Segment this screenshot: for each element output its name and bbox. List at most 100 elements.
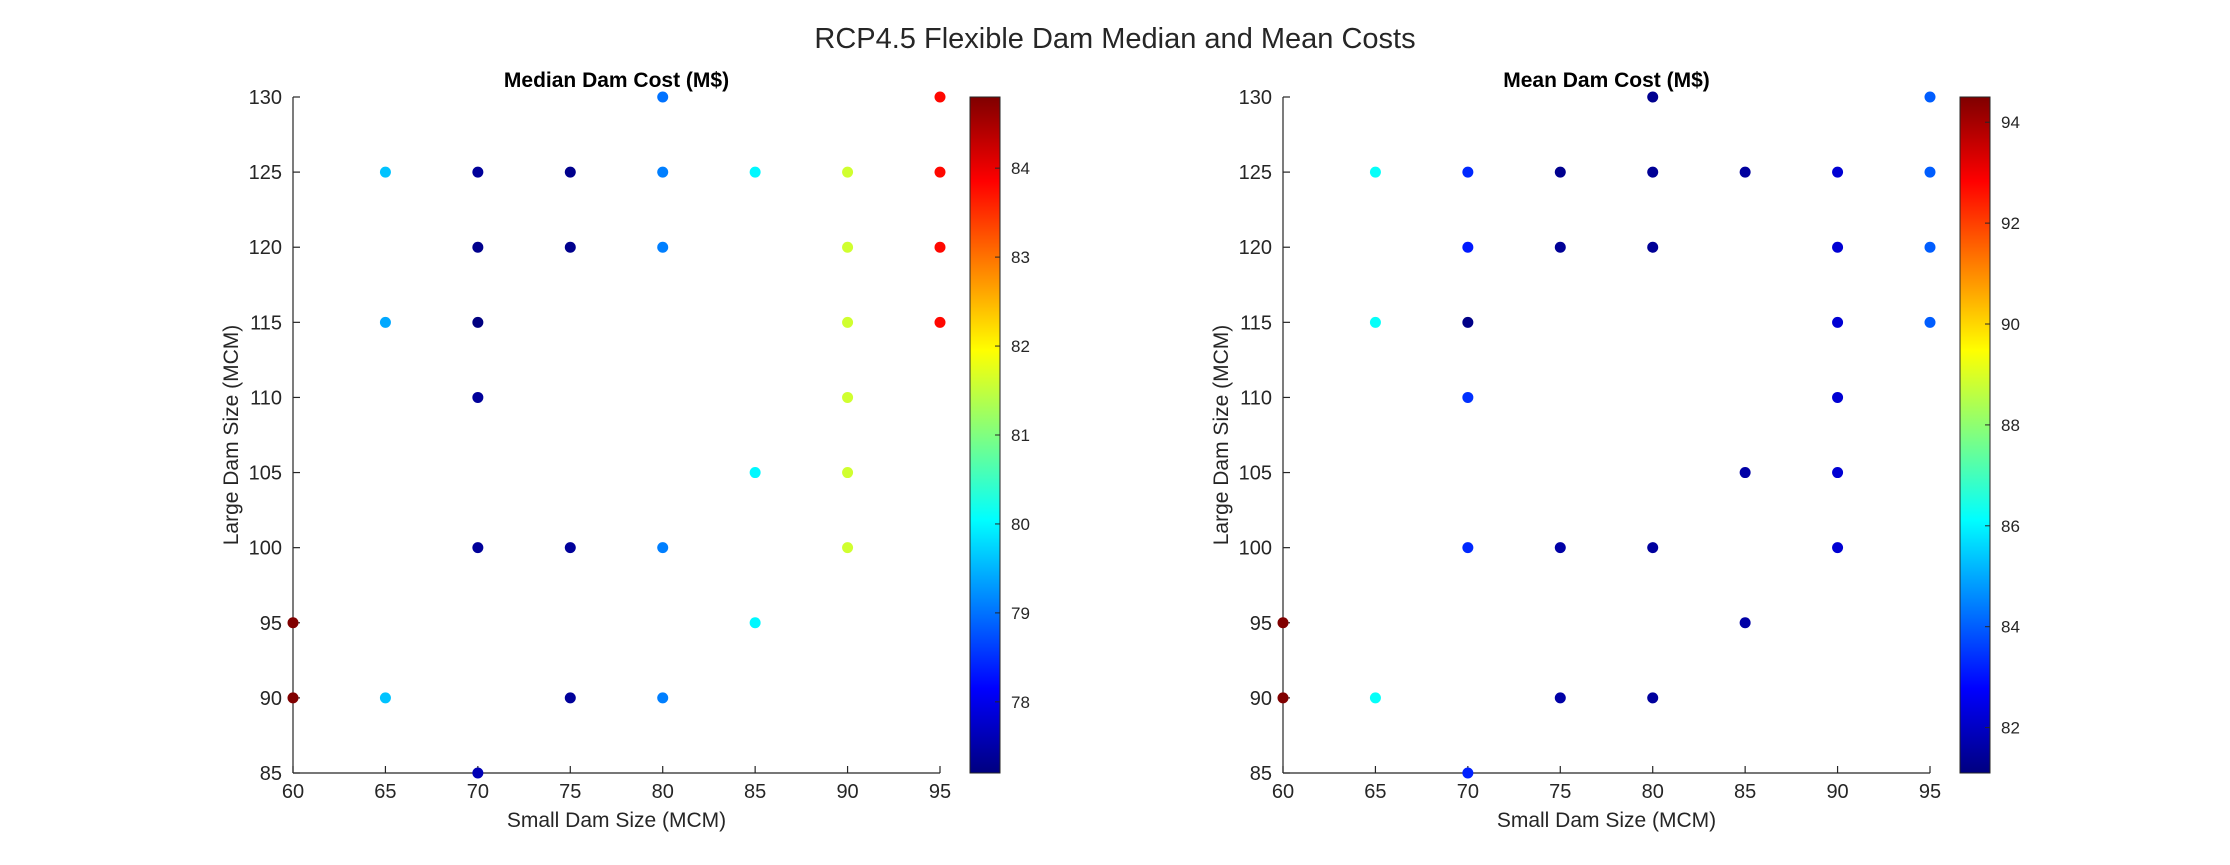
y-tick-label: 95 bbox=[1250, 613, 1272, 635]
y-tick-label: 110 bbox=[1240, 387, 1272, 409]
x-tick-label: 65 bbox=[374, 781, 396, 803]
colorbar-tick-label: 90 bbox=[2001, 315, 2020, 334]
y-tick-label: 125 bbox=[249, 162, 282, 184]
scatter-point bbox=[842, 391, 854, 403]
x-tick-label: 70 bbox=[467, 781, 489, 803]
scatter-point bbox=[657, 241, 669, 253]
scatter-point bbox=[842, 467, 854, 479]
scatter-point bbox=[1924, 166, 1936, 178]
scatter-point bbox=[1832, 241, 1844, 253]
colorbar-tick-label: 78 bbox=[1011, 693, 1030, 712]
scatter-point bbox=[379, 166, 391, 178]
scatter-point bbox=[1277, 617, 1289, 629]
colorbar-tick-label: 82 bbox=[2001, 719, 2020, 738]
scatter-point bbox=[934, 241, 946, 253]
scatter-point bbox=[934, 91, 946, 103]
scatter-point bbox=[1647, 91, 1659, 103]
figure-title: RCP4.5 Flexible Dam Median and Mean Cost… bbox=[814, 23, 1415, 55]
y-tick-label: 115 bbox=[250, 312, 282, 334]
y-tick-label: 90 bbox=[260, 688, 282, 710]
x-tick-label: 70 bbox=[1457, 781, 1479, 803]
scatter-point bbox=[1739, 467, 1751, 479]
scatter-point bbox=[379, 692, 391, 704]
y-tick-label: 105 bbox=[1239, 463, 1272, 485]
chart-panel-2: Mean Dam Cost (M$) 60 65 70 75 80 85 90 95 85 90 95… bbox=[1210, 69, 2020, 832]
scatter-point bbox=[564, 692, 576, 704]
scatter-point bbox=[657, 91, 669, 103]
scatter-point bbox=[657, 166, 669, 178]
scatter-point bbox=[1832, 467, 1844, 479]
y-tick-label: 120 bbox=[249, 237, 282, 259]
colorbar-tick-label: 88 bbox=[2001, 416, 2020, 435]
scatter-point bbox=[1832, 391, 1844, 403]
scatter-point bbox=[564, 166, 576, 178]
y-axis-label: Large Dam Size (MCM) bbox=[1210, 325, 1233, 546]
x-tick-label: 65 bbox=[1364, 781, 1386, 803]
x-axis-label: Small Dam Size (MCM) bbox=[1497, 809, 1716, 832]
y-tick-label: 85 bbox=[260, 763, 282, 785]
scatter-point bbox=[842, 241, 854, 253]
colorbar-tick-label: 83 bbox=[1011, 248, 1030, 267]
x-tick-label: 85 bbox=[1734, 781, 1756, 803]
scatter-point bbox=[472, 316, 484, 328]
scatter-point bbox=[1369, 166, 1381, 178]
scatter-point bbox=[1462, 391, 1474, 403]
y-tick-label: 125 bbox=[1239, 162, 1272, 184]
x-tick-label: 80 bbox=[1642, 781, 1664, 803]
x-axis-label: Small Dam Size (MCM) bbox=[507, 809, 726, 832]
scatter-point bbox=[934, 316, 946, 328]
scatter-point bbox=[1554, 166, 1566, 178]
scatter-point bbox=[1462, 316, 1474, 328]
x-tick-label: 90 bbox=[836, 781, 858, 803]
scatter-point bbox=[749, 467, 761, 479]
scatter-point bbox=[1277, 692, 1289, 704]
scatter-point bbox=[1739, 617, 1751, 629]
y-tick-label: 105 bbox=[249, 463, 282, 485]
scatter-point bbox=[1832, 542, 1844, 554]
x-tick-label: 80 bbox=[652, 781, 674, 803]
scatter-point bbox=[1462, 767, 1474, 779]
scatter-point bbox=[934, 166, 946, 178]
scatter-point bbox=[1924, 241, 1936, 253]
x-tick-label: 60 bbox=[1272, 781, 1294, 803]
y-tick-label: 85 bbox=[1250, 763, 1272, 785]
colorbar-tick-label: 84 bbox=[1011, 159, 1030, 178]
scatter-point bbox=[379, 316, 391, 328]
x-tick-label: 95 bbox=[1919, 781, 1941, 803]
scatter-point bbox=[287, 617, 299, 629]
scatter-point bbox=[564, 241, 576, 253]
scatter-point bbox=[287, 692, 299, 704]
scatter-point bbox=[749, 617, 761, 629]
x-tick-label: 95 bbox=[929, 781, 951, 803]
y-tick-label: 130 bbox=[249, 87, 282, 109]
scatter-point bbox=[1462, 542, 1474, 554]
scatter-point bbox=[1647, 241, 1659, 253]
scatter-point bbox=[1369, 692, 1381, 704]
scatter-point bbox=[472, 166, 484, 178]
scatter-point bbox=[1369, 316, 1381, 328]
scatter-point bbox=[842, 542, 854, 554]
colorbar bbox=[1959, 96, 1991, 774]
scatter-point bbox=[842, 316, 854, 328]
y-tick-label: 115 bbox=[1240, 312, 1272, 334]
plot-title: Mean Dam Cost (M$) bbox=[1503, 69, 1710, 92]
scatter-point bbox=[472, 767, 484, 779]
colorbar-tick-label: 94 bbox=[2001, 113, 2020, 132]
scatter-point bbox=[1924, 316, 1936, 328]
scatter-point bbox=[1924, 91, 1936, 103]
colorbar-tick-label: 92 bbox=[2001, 214, 2020, 233]
x-tick-label: 85 bbox=[744, 781, 766, 803]
y-tick-label: 95 bbox=[260, 613, 282, 635]
scatter-point bbox=[1554, 692, 1566, 704]
scatter-point bbox=[1739, 166, 1751, 178]
scatter-point bbox=[657, 542, 669, 554]
x-tick-label: 60 bbox=[282, 781, 304, 803]
colorbar-tick-label: 86 bbox=[2001, 517, 2020, 536]
chart-panel-1: Median Dam Cost (M$) 60 65 70 75 80 85 90 95 85 90… bbox=[220, 69, 1030, 832]
scatter-point bbox=[1647, 542, 1659, 554]
scatter-point bbox=[1647, 692, 1659, 704]
y-tick-label: 100 bbox=[249, 538, 282, 560]
scatter-point bbox=[1462, 166, 1474, 178]
